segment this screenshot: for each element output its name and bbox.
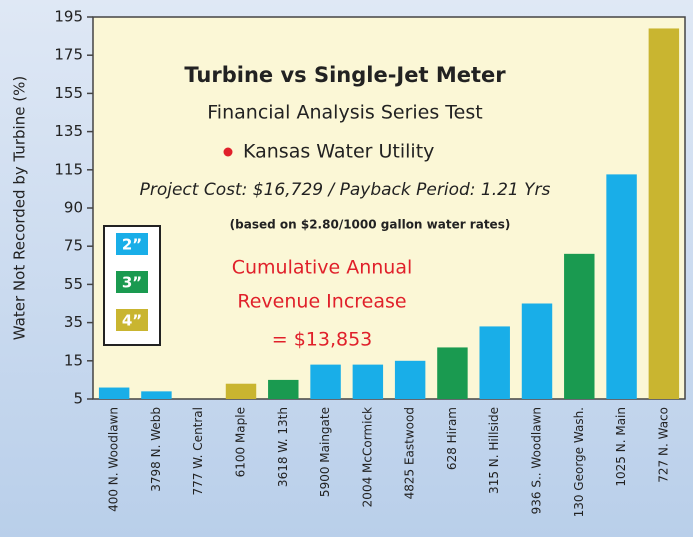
y-tick-label: 35	[64, 313, 83, 331]
project-line: Project Cost: $16,729 / Payback Period: …	[140, 180, 551, 200]
annotation: Cumulative Annual	[232, 257, 413, 279]
annotation: Revenue Increase	[237, 291, 406, 313]
bar	[352, 364, 384, 399]
x-tick-label: 3618 W. 13th	[276, 407, 290, 487]
y-tick-label: 175	[54, 46, 83, 64]
bar	[479, 326, 510, 399]
x-tick-label: 400 N. Woodlawn	[107, 407, 121, 512]
y-tick-label: 90	[64, 199, 83, 217]
x-tick-label: 936 S.. Woodlawn	[530, 407, 544, 514]
rate-note: (based on $2.80/1000 gallon water rates)	[230, 218, 511, 232]
location: Kansas Water Utility	[243, 141, 434, 163]
legend-label: 2”	[122, 236, 142, 254]
bullet	[223, 147, 233, 157]
legend-swatch	[116, 233, 148, 255]
bar	[141, 391, 172, 399]
x-tick-label: 628 Hiram	[445, 407, 459, 470]
bar	[394, 360, 426, 399]
legend-swatch	[116, 309, 148, 331]
bar	[310, 364, 341, 399]
bar	[437, 347, 468, 399]
bar	[268, 379, 299, 399]
x-tick-label: 777 W. Central	[191, 407, 205, 496]
y-tick-label: 135	[54, 122, 83, 140]
x-tick-label: 5900 Maingate	[318, 407, 332, 497]
legend-label: 3”	[122, 274, 142, 292]
x-tick-label: 3798 N. Webb	[149, 407, 163, 492]
y-tick-label: 15	[64, 351, 83, 369]
x-tick-label: 727 N. Waco	[656, 407, 670, 483]
legend-swatch	[116, 271, 148, 293]
y-tick-label: 155	[54, 84, 83, 102]
x-tick-label: 315 N. Hillside	[487, 407, 501, 494]
x-tick-label: 130 George Wash.	[572, 407, 586, 517]
x-tick-label: 1025 N. Main	[614, 407, 628, 487]
y-tick-label: 115	[54, 160, 83, 178]
bar	[648, 28, 680, 400]
annotation: = $13,853	[272, 329, 373, 351]
chart-title: Turbine vs Single-Jet Meter	[184, 63, 506, 87]
subtitle: Financial Analysis Series Test	[207, 102, 482, 124]
y-tick-label: 5	[73, 390, 83, 408]
x-tick-label: 4825 Eastwood	[403, 407, 417, 499]
legend-label: 4”	[122, 312, 142, 330]
bar	[606, 174, 637, 399]
bar	[521, 303, 553, 399]
y-tick-label: 195	[54, 8, 83, 26]
bar	[98, 387, 130, 399]
y-tick-label: 55	[64, 275, 83, 293]
y-axis-label: Water Not Recorded by Turbine (%)	[11, 76, 29, 340]
y-tick-label: 75	[64, 237, 83, 255]
x-tick-label: 2004 McCormick	[360, 407, 374, 507]
bar	[564, 253, 595, 399]
x-tick-label: 6100 Maple	[234, 407, 248, 477]
bar	[225, 383, 257, 399]
